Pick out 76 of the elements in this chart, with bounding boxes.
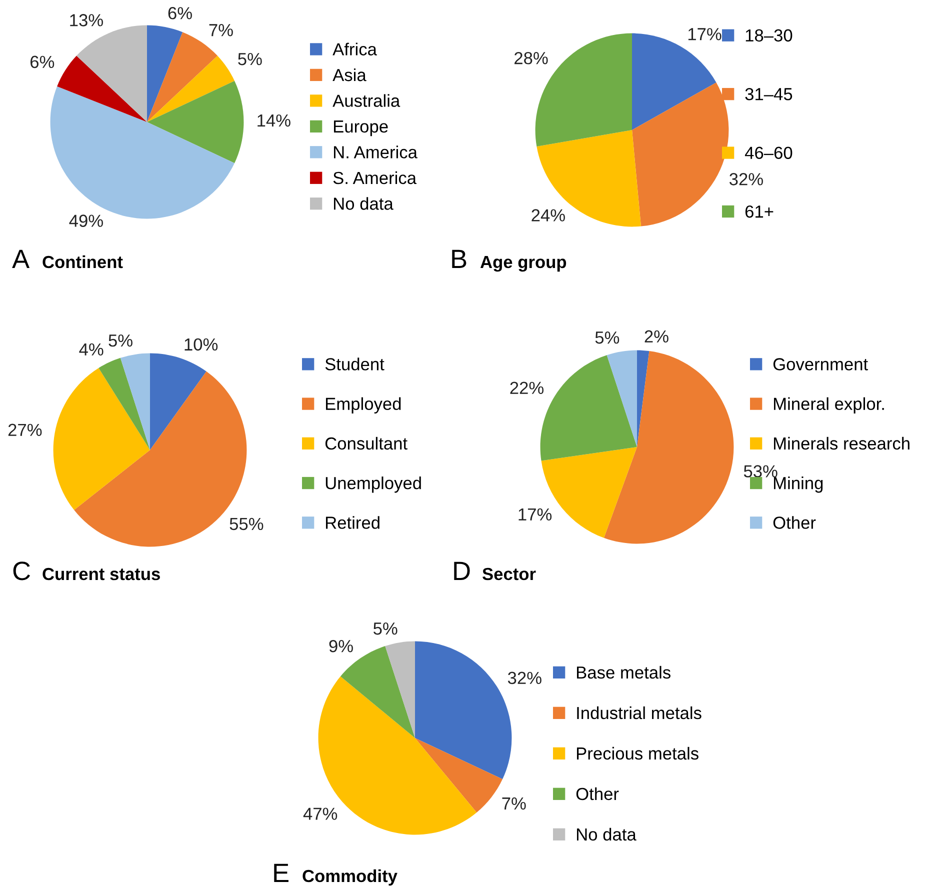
data-label: 5% (374, 622, 398, 635)
text: D (454, 562, 470, 580)
legend-label: 46–60 (744, 146, 792, 160)
pie-slice (76, 25, 147, 122)
data-label: 17% (518, 508, 552, 521)
text: B (452, 250, 466, 268)
data-label: 2% (644, 330, 668, 343)
data-label: 5% (238, 53, 262, 66)
legend-label: Europe (334, 120, 388, 136)
data-label: 9% (329, 640, 353, 652)
legend-label: Other (773, 516, 816, 529)
data-label: 32% (729, 173, 763, 186)
data-label: 13% (70, 14, 103, 26)
legend-label: Government (773, 358, 868, 370)
legend-label: 61+ (745, 205, 774, 218)
legend-label: Africa (332, 42, 377, 56)
data-label: 7% (209, 24, 233, 36)
data-label: 27% (8, 424, 42, 436)
pie-slice (637, 350, 650, 447)
data-label: 10% (184, 338, 218, 351)
data-label: 28% (514, 52, 548, 64)
data-label: 17% (688, 28, 722, 40)
pie-slice (120, 353, 150, 450)
pie-slice (147, 56, 235, 122)
text: Commodity (302, 869, 398, 886)
legend-label: 18–30 (746, 29, 792, 42)
data-label: 24% (532, 209, 565, 222)
pie-slice (53, 368, 150, 510)
legend-label: Australia (332, 94, 400, 107)
legend-label: N. America (334, 146, 418, 158)
data-label: 7% (502, 797, 526, 810)
data-label: 49% (69, 214, 103, 227)
pie-slice (147, 80, 244, 164)
pie-slice (606, 350, 637, 447)
legend-label: Retired (326, 516, 380, 529)
pie-slice (147, 25, 183, 122)
text: Current status (42, 568, 160, 580)
legend-label: Mining (774, 476, 823, 493)
legend-label: Student (325, 358, 384, 370)
data-label: 14% (258, 114, 290, 127)
pie-slice (385, 641, 415, 738)
data-label: 53% (744, 465, 778, 478)
data-label: 47% (303, 808, 338, 820)
pie-slice (150, 353, 206, 450)
pie-slice (415, 738, 503, 813)
data-label: 5% (595, 332, 620, 344)
legend-label: Mineral explor. (774, 397, 884, 414)
legend-label: 31–45 (745, 88, 792, 100)
legend-label: Asia (332, 68, 366, 82)
data-label: 55% (230, 518, 264, 530)
legend-label: Minerals research (774, 436, 910, 450)
pie-slice (98, 358, 150, 450)
legend-label: Employed (326, 397, 401, 414)
legend-label: Base metals (576, 666, 670, 679)
text: C (13, 562, 30, 580)
data-label: 4% (79, 343, 104, 356)
legend-label: No data (334, 197, 394, 210)
text: Age group (480, 256, 566, 272)
text: A (12, 250, 30, 268)
data-label: 22% (510, 382, 544, 394)
legend-label: S. America (333, 171, 417, 184)
text: Sector (482, 568, 536, 580)
legend-label: Other (576, 787, 619, 800)
legend-label: Precious metals (576, 746, 698, 760)
text: E (274, 864, 288, 882)
data-label: 5% (108, 334, 132, 347)
legend-label: Industrial metals (577, 706, 702, 720)
data-label: 6% (30, 56, 54, 68)
pie-slice (57, 56, 147, 122)
data-label: 6% (168, 7, 192, 20)
legend-label: No data (576, 828, 636, 841)
data-label: 32% (508, 672, 542, 684)
legend-label: Consultant (325, 436, 408, 450)
text: Continent (42, 255, 123, 268)
pie-slice (604, 351, 734, 544)
legend-label: Unemployed (326, 476, 421, 493)
